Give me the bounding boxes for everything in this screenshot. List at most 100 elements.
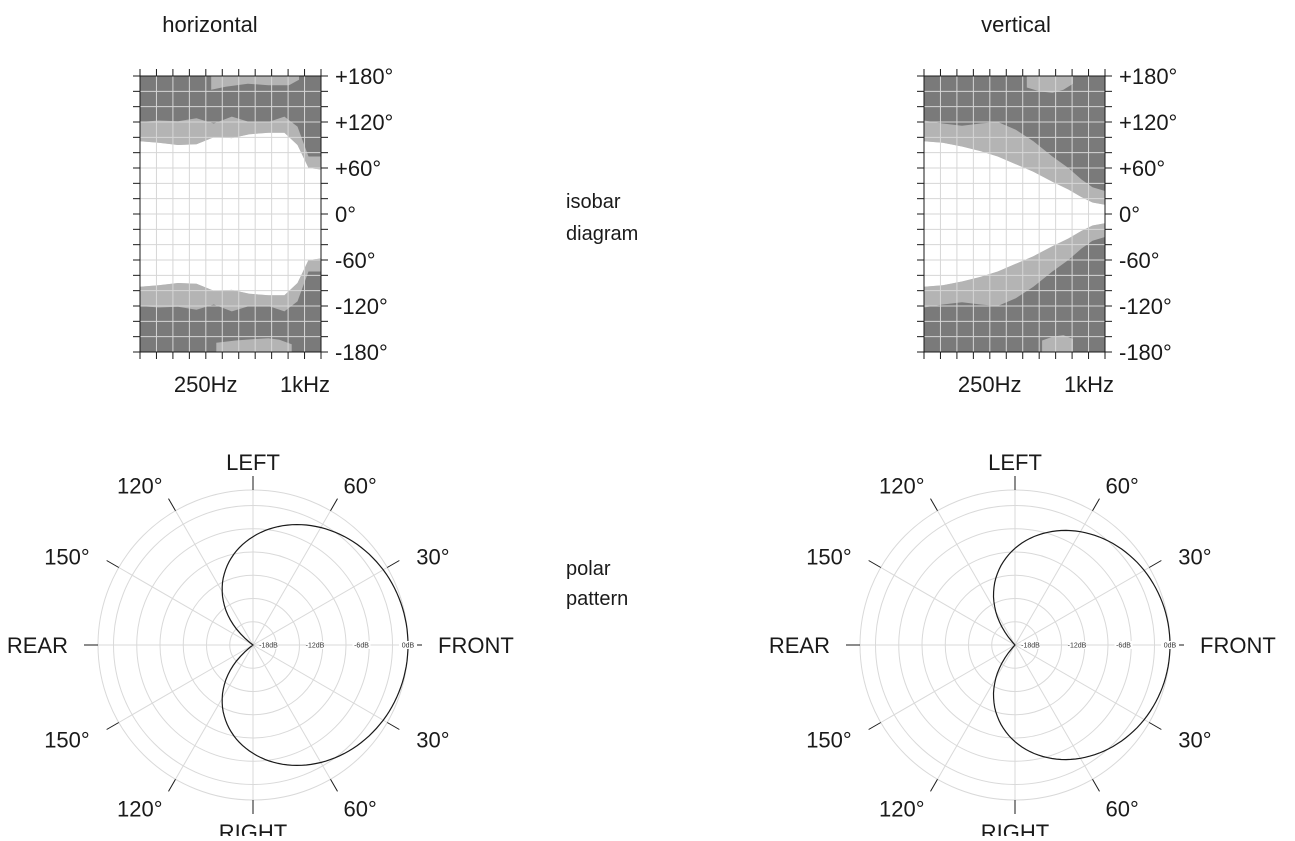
polar-grid-spoke [252, 644, 388, 723]
isobar-x-tick-label: 250Hz [958, 372, 1022, 397]
polar-outer-tick [386, 560, 400, 568]
isobar-y-tick-label: -180° [1119, 340, 1172, 365]
polar-label-60-upper: 60° [1106, 474, 1139, 499]
isobar-light-band-bottom [140, 258, 321, 312]
polar-grid-spoke [252, 567, 388, 646]
polar-grid-spoke [880, 567, 1016, 646]
polar-label-60-lower: 60° [1106, 796, 1139, 821]
polar-db-label-bg [1114, 641, 1133, 649]
polar-grid-spoke [118, 644, 254, 723]
polar-label-150-upper: 150° [44, 545, 90, 570]
polar-outer-tick [330, 498, 338, 512]
isobar-y-tick-label: -60° [1119, 248, 1160, 273]
vertical-title: vertical [981, 12, 1051, 37]
polar-db-label: -6dB [354, 643, 369, 650]
polar-db-label: -12dB [306, 643, 325, 650]
polar-label-30-upper: 30° [416, 545, 449, 570]
isobar-light-band-top [140, 116, 321, 170]
isobar-y-tick-label: -180° [335, 340, 388, 365]
horizontal-isobar-chart: +180° +120° +60° 0° -60° -120° -180° 250Hz 1kHz [133, 64, 393, 397]
polar-outer-tick [1092, 498, 1100, 512]
polar-label-rear: REAR [769, 633, 830, 658]
polar-grid-spoke [937, 510, 1016, 646]
isobar-x-tick-label: 1kHz [1064, 372, 1114, 397]
polar-outer-tick [1148, 722, 1162, 730]
polar-outer-tick [1092, 778, 1100, 792]
polar-label-30-lower: 30° [416, 728, 449, 753]
isobar-label-line2: diagram [566, 223, 638, 245]
polar-outer-tick [106, 722, 120, 730]
polar-db-label: 0dB [402, 643, 415, 650]
polar-label-left: LEFT [988, 450, 1042, 475]
polar-db-label: -12dB [1068, 643, 1087, 650]
isobar-y-tick-label: +60° [335, 156, 381, 181]
polar-grid-spoke [175, 510, 254, 646]
isobar-y-tick-label: -120° [1119, 294, 1172, 319]
isobar-label-line1: isobar [566, 191, 621, 213]
polar-grid-spoke [1014, 644, 1093, 780]
isobar-y-tick-label: -120° [335, 294, 388, 319]
polar-label-120-lower: 120° [879, 796, 925, 821]
polar-db-label-bg [399, 641, 417, 649]
polar-grid-spoke [880, 644, 1016, 723]
polar-outer-tick [868, 560, 882, 568]
polar-db-label-bg [1068, 641, 1086, 649]
isobar-y-tick-label: +180° [1119, 64, 1177, 89]
polar-db-label: 0dB [1164, 643, 1177, 650]
horizontal-title: horizontal [162, 12, 257, 37]
isobar-x-tick-label: 1kHz [280, 372, 330, 397]
polar-db-label: -6dB [1116, 643, 1131, 650]
polar-label-60-lower: 60° [344, 796, 377, 821]
polar-label-right: RIGHT [981, 820, 1049, 836]
polar-grid-spoke [1014, 510, 1093, 646]
polar-outer-tick [106, 560, 120, 568]
polar-pattern-curve [221, 523, 409, 767]
polar-grid-spoke [252, 510, 331, 646]
isobar-y-tick-label: -60° [335, 248, 376, 273]
polar-label-front: FRONT [1200, 633, 1276, 658]
polar-pattern-curve [992, 529, 1171, 761]
polar-label-30-lower: 30° [1178, 728, 1211, 753]
polar-db-label-bg [259, 641, 278, 649]
polar-outer-tick [168, 778, 176, 792]
polar-label-150-upper: 150° [806, 545, 852, 570]
polar-outer-tick [168, 498, 176, 512]
polar-db-label-bg [1021, 641, 1040, 649]
polar-db-label: -18dB [1021, 643, 1040, 650]
polar-db-label-bg [1161, 641, 1179, 649]
isobar-y-tick-label: 0° [1119, 202, 1140, 227]
polar-outer-tick [1148, 560, 1162, 568]
polar-label-120-upper: 120° [117, 474, 163, 499]
isobar-y-tick-label: +120° [335, 110, 393, 135]
isobar-light-blob-top [1026, 76, 1073, 93]
isobar-light-blob-bottom [216, 338, 292, 352]
isobar-y-tick-label: +60° [1119, 156, 1165, 181]
polar-grid-spoke [252, 644, 331, 780]
isobar-light-blob-bottom [1042, 335, 1073, 352]
polar-grid-spoke [1014, 567, 1150, 646]
polar-label-left: LEFT [226, 450, 280, 475]
polar-grid-spoke [175, 644, 254, 780]
polar-grid-spoke [937, 644, 1016, 780]
polar-grid-spoke [1014, 644, 1150, 723]
polar-label-right: RIGHT [219, 820, 287, 836]
polar-label-rear: REAR [7, 633, 68, 658]
polar-db-label-bg [352, 641, 371, 649]
isobar-y-tick-label: 0° [335, 202, 356, 227]
isobar-y-tick-label: +180° [335, 64, 393, 89]
polar-outer-tick [930, 778, 938, 792]
polar-label-150-lower: 150° [44, 728, 90, 753]
polar-label-120-upper: 120° [879, 474, 925, 499]
polar-grid-spoke [118, 567, 254, 646]
horizontal-polar-chart: -18dB -12dB -6dB 0dB FRONT REAR LEFT RIGHT 30° 30… [7, 450, 514, 841]
polar-db-label: -18dB [259, 643, 278, 650]
polar-outer-tick [330, 778, 338, 792]
polar-db-label-bg [306, 641, 324, 649]
polar-label-150-lower: 150° [806, 728, 852, 753]
polar-label-line1: polar [566, 558, 611, 580]
polar-label-30-upper: 30° [1178, 545, 1211, 570]
polar-label-120-lower: 120° [117, 796, 163, 821]
polar-label-line2: pattern [566, 588, 628, 610]
polar-label-60-upper: 60° [344, 474, 377, 499]
